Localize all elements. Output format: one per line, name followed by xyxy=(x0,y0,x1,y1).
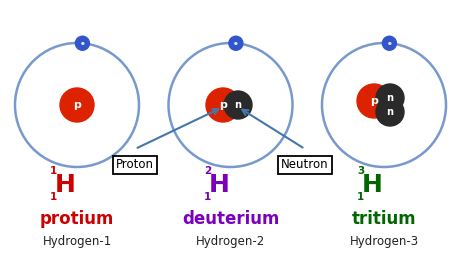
Text: p: p xyxy=(73,100,81,110)
Text: protium: protium xyxy=(40,210,114,228)
Text: e: e xyxy=(234,41,238,46)
Text: 1: 1 xyxy=(357,192,364,202)
Text: Proton: Proton xyxy=(116,159,154,171)
Circle shape xyxy=(229,36,243,50)
Text: n: n xyxy=(235,100,242,110)
Text: 1: 1 xyxy=(50,192,57,202)
Circle shape xyxy=(383,36,396,50)
Text: p: p xyxy=(370,96,378,106)
Text: H: H xyxy=(54,173,76,197)
Circle shape xyxy=(60,88,94,122)
Text: Hydrogen-3: Hydrogen-3 xyxy=(349,234,419,247)
Text: H: H xyxy=(361,173,383,197)
Text: n: n xyxy=(386,93,394,103)
Text: Hydrogen-2: Hydrogen-2 xyxy=(196,234,265,247)
Text: p: p xyxy=(219,100,227,110)
Text: n: n xyxy=(386,107,394,117)
Text: 1: 1 xyxy=(204,192,211,202)
Text: Neutron: Neutron xyxy=(281,159,329,171)
Circle shape xyxy=(76,36,89,50)
Circle shape xyxy=(357,84,391,118)
Text: 3: 3 xyxy=(357,166,364,176)
Text: 2: 2 xyxy=(204,166,211,176)
Text: deuterium: deuterium xyxy=(182,210,279,228)
Text: H: H xyxy=(208,173,230,197)
Text: e: e xyxy=(388,41,391,46)
Text: 1: 1 xyxy=(50,166,57,176)
Text: e: e xyxy=(81,41,84,46)
Text: Hydrogen-1: Hydrogen-1 xyxy=(42,234,112,247)
Circle shape xyxy=(376,84,404,112)
Circle shape xyxy=(206,88,240,122)
Circle shape xyxy=(376,98,404,126)
Circle shape xyxy=(224,91,252,119)
Text: tritium: tritium xyxy=(352,210,416,228)
